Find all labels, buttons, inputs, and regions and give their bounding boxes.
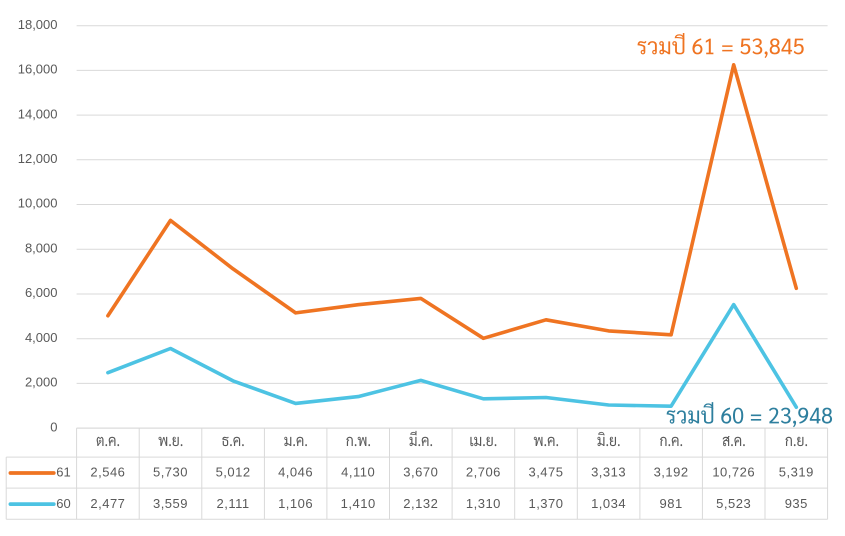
svg-text:18,000: 18,000 bbox=[18, 17, 58, 32]
svg-text:3,475: 3,475 bbox=[528, 464, 563, 479]
svg-text:5,319: 5,319 bbox=[779, 464, 814, 479]
svg-text:61: 61 bbox=[56, 464, 70, 479]
svg-text:3,670: 3,670 bbox=[403, 464, 438, 479]
svg-text:3,192: 3,192 bbox=[654, 464, 689, 479]
svg-text:3,559: 3,559 bbox=[153, 496, 188, 511]
svg-text:8,000: 8,000 bbox=[25, 241, 58, 256]
svg-text:2,706: 2,706 bbox=[466, 464, 501, 479]
svg-text:14,000: 14,000 bbox=[18, 106, 58, 121]
svg-text:2,000: 2,000 bbox=[25, 375, 58, 390]
svg-text:4,110: 4,110 bbox=[341, 464, 375, 479]
svg-text:4,046: 4,046 bbox=[278, 464, 313, 479]
svg-text:1,106: 1,106 bbox=[278, 496, 313, 511]
svg-text:5,523: 5,523 bbox=[716, 496, 751, 511]
svg-text:935: 935 bbox=[785, 496, 808, 511]
svg-text:1,034: 1,034 bbox=[591, 496, 626, 511]
svg-text:5,730: 5,730 bbox=[153, 464, 188, 479]
svg-text:1,370: 1,370 bbox=[528, 496, 563, 511]
svg-text:2,132: 2,132 bbox=[403, 496, 438, 511]
svg-text:3,313: 3,313 bbox=[591, 464, 626, 479]
svg-text:10,726: 10,726 bbox=[712, 464, 755, 479]
svg-text:2,477: 2,477 bbox=[90, 496, 125, 511]
svg-text:1,310: 1,310 bbox=[466, 496, 501, 511]
svg-text:2,546: 2,546 bbox=[90, 464, 125, 479]
svg-text:60: 60 bbox=[56, 496, 70, 511]
svg-text:12,000: 12,000 bbox=[18, 151, 58, 166]
svg-text:0: 0 bbox=[50, 419, 57, 434]
svg-text:16,000: 16,000 bbox=[18, 62, 58, 77]
svg-text:981: 981 bbox=[659, 496, 682, 511]
svg-text:2,111: 2,111 bbox=[217, 496, 250, 511]
svg-text:1,410: 1,410 bbox=[341, 496, 376, 511]
svg-text:4,000: 4,000 bbox=[25, 330, 58, 345]
svg-text:6,000: 6,000 bbox=[25, 285, 58, 300]
svg-text:10,000: 10,000 bbox=[18, 196, 58, 211]
svg-text:5,012: 5,012 bbox=[216, 464, 251, 479]
